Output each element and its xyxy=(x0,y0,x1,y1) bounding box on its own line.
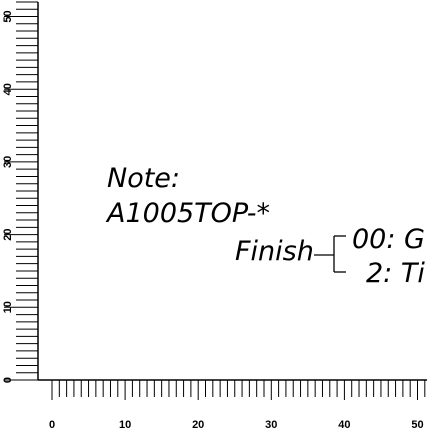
y-tick-label: 40 xyxy=(2,83,14,95)
y-tick-label: 20 xyxy=(2,228,14,240)
y-tick-label: 0 xyxy=(2,377,14,383)
y-tick-label: 30 xyxy=(2,156,14,168)
note-heading: Note: xyxy=(107,163,180,194)
y-tick-label: 10 xyxy=(2,301,14,313)
x-tick-label: 0 xyxy=(49,419,55,431)
x-tick-label: 20 xyxy=(192,419,204,431)
finish-option-2: 2: Ti xyxy=(366,258,425,289)
x-tick-label: 40 xyxy=(338,419,350,431)
y-tick-label: 50 xyxy=(2,10,14,22)
horizontal-ruler: 0 10 20 30 40 50 xyxy=(38,379,427,431)
finish-option-1: 00: G xyxy=(352,224,425,255)
x-tick-label: 10 xyxy=(119,419,131,431)
x-tick-label: 30 xyxy=(265,419,277,431)
x-tick-label: 50 xyxy=(411,419,423,431)
finish-label: Finish xyxy=(235,236,314,267)
vertical-ruler: 0 10 20 30 40 50 xyxy=(2,1,39,383)
note-annotation: Note: A1005TOP-* Finish 00: G 2: Ti xyxy=(105,163,425,289)
part-number: A1005TOP-* xyxy=(105,198,270,229)
